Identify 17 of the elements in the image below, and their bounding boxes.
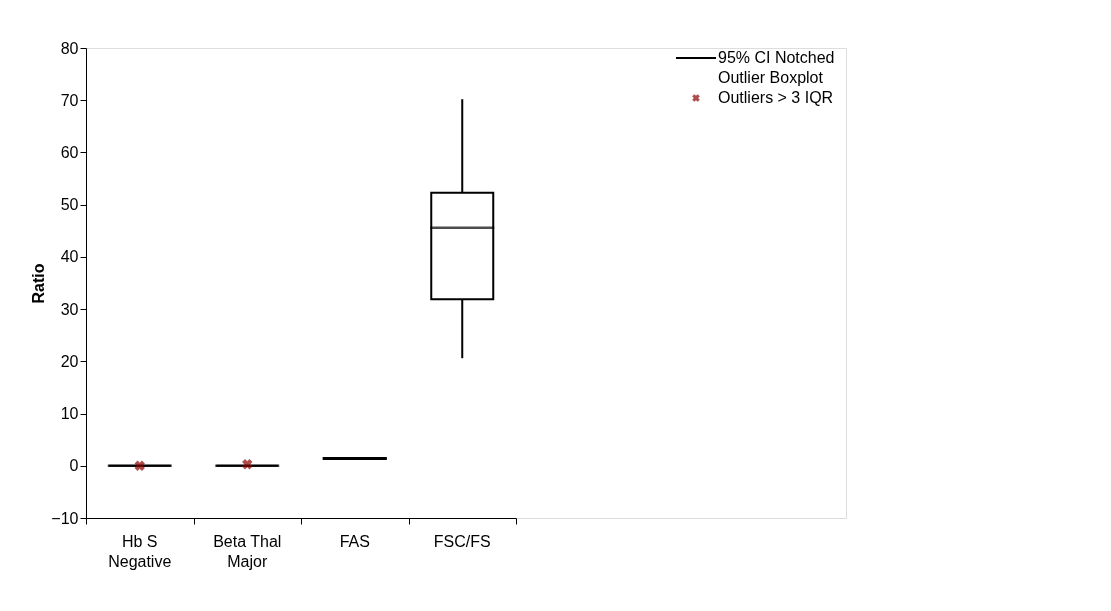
legend-label: 95% CI Notched Outlier Boxplot: [718, 49, 835, 86]
y-tick-label: 20: [60, 352, 79, 370]
x-tick-label: FSC/FS: [433, 533, 491, 550]
x-tick-label: Hb S Negative: [108, 533, 172, 570]
y-tick-label: 50: [60, 196, 79, 214]
y-tick-label: 10: [60, 405, 79, 423]
y-tick-label: 0: [69, 457, 79, 475]
x-tick-label: Beta Thal Major: [213, 533, 282, 570]
y-tick-label: 80: [60, 39, 79, 57]
legend-label: Outliers > 3 IQR: [718, 89, 834, 106]
x-tick-label: FAS: [339, 533, 370, 550]
y-axis-title: Ratio: [30, 263, 48, 304]
y-tick-label: 70: [60, 91, 79, 109]
y-tick-label: 40: [60, 248, 79, 266]
y-tick-label: 30: [60, 300, 79, 318]
y-tick-label: −10: [51, 509, 79, 527]
y-tick-label: 60: [60, 143, 79, 161]
